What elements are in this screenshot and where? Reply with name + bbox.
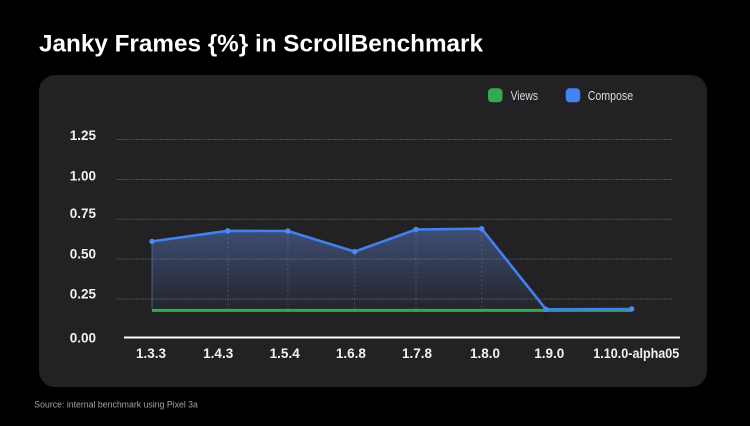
- svg-text:1.7.8: 1.7.8: [402, 346, 433, 361]
- svg-text:1.10.0-alpha05: 1.10.0-alpha05: [593, 346, 679, 361]
- svg-text:1.4.3: 1.4.3: [203, 346, 234, 361]
- svg-text:1.9.0: 1.9.0: [534, 346, 564, 361]
- svg-text:1.8.0: 1.8.0: [470, 346, 500, 361]
- svg-text:Views: Views: [511, 88, 539, 103]
- svg-text:1.3.3: 1.3.3: [136, 346, 167, 361]
- svg-text:0.00: 0.00: [70, 330, 96, 345]
- svg-text:0.75: 0.75: [70, 206, 97, 221]
- svg-text:1.25: 1.25: [70, 128, 97, 143]
- svg-text:1.6.8: 1.6.8: [336, 346, 367, 361]
- svg-text:Compose: Compose: [588, 88, 633, 103]
- svg-text:1.5.4: 1.5.4: [270, 346, 301, 361]
- svg-text:0.50: 0.50: [70, 247, 96, 262]
- svg-text:Source: internal benchmark usi: Source: internal benchmark using Pixel 3…: [34, 400, 198, 410]
- svg-text:1.00: 1.00: [70, 169, 96, 184]
- svg-text:0.25: 0.25: [70, 286, 97, 301]
- svg-text:Janky Frames {%} in ScrollBenc: Janky Frames {%} in ScrollBenchmark: [39, 30, 483, 57]
